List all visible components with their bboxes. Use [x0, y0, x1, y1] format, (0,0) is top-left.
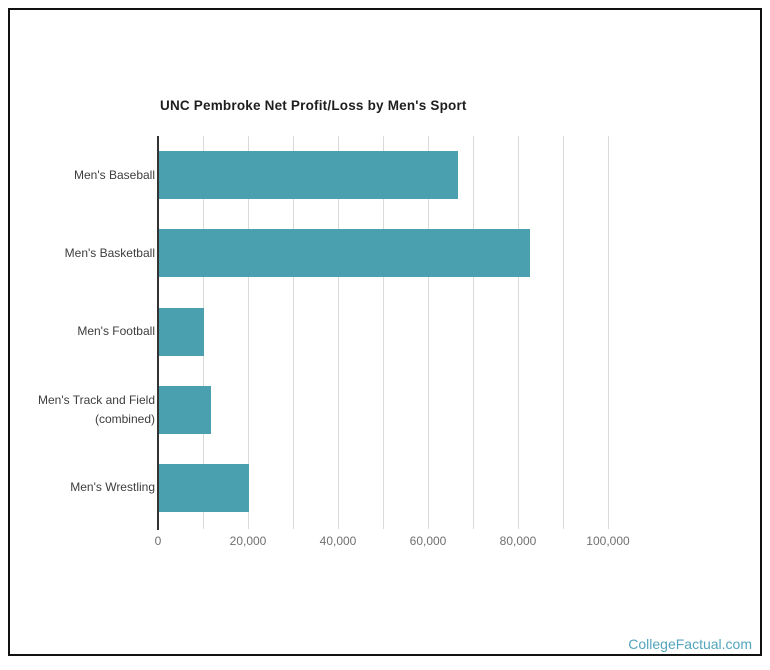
bar-men-s-wrestling[interactable]	[159, 463, 249, 512]
bar-chart: Men's Baseball Men's Basketball Men's Foot…	[10, 10, 760, 654]
x-tick-label: 20,000	[229, 534, 267, 548]
category-label-men-s-football: Men's Football	[77, 323, 155, 338]
gridline	[293, 136, 294, 529]
gridline	[518, 136, 519, 529]
bar-men-s-track-and-field-combined[interactable]	[159, 385, 211, 434]
gridline	[338, 136, 339, 529]
bar-men-s-football[interactable]	[159, 307, 204, 356]
category-label-men-s-wrestling: Men's Wrestling	[70, 480, 155, 495]
gridline	[608, 136, 609, 529]
gridline	[563, 136, 564, 529]
bar-men-s-baseball[interactable]	[159, 151, 459, 200]
x-tick-label: 60,000	[409, 534, 447, 548]
chart-frame: UNC Pembroke Net Profit/Loss by Men's Sp…	[8, 8, 762, 656]
gridline	[428, 136, 429, 529]
gridline	[473, 136, 474, 529]
x-tick-label: 40,000	[319, 534, 357, 548]
collegefactual-brand-link[interactable]: CollegeFactual.com	[628, 636, 752, 652]
y-axis-line	[157, 136, 159, 530]
x-tick-label: 80,000	[499, 534, 537, 548]
bar-men-s-basketball[interactable]	[159, 229, 531, 278]
category-label-men-s-baseball: Men's Baseball	[74, 167, 155, 182]
chart-title: UNC Pembroke Net Profit/Loss by Men's Sp…	[160, 98, 467, 113]
x-tick-label: 100,000	[586, 534, 630, 548]
gridline	[383, 136, 384, 529]
x-tick-label: 0	[154, 534, 162, 548]
gridline	[248, 136, 249, 529]
category-label-men-s-track-and-field-combined: Men's Track and Field (combined)	[37, 392, 155, 426]
category-label-men-s-basketball: Men's Basketball	[64, 245, 155, 260]
